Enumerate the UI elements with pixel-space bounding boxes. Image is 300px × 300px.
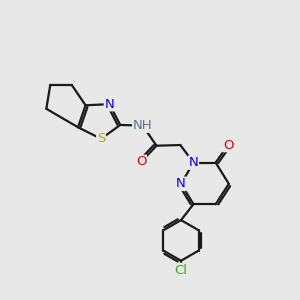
Text: N: N <box>104 98 114 111</box>
Text: Cl: Cl <box>175 263 188 277</box>
Text: S: S <box>97 132 105 145</box>
Text: O: O <box>223 139 233 152</box>
Text: N: N <box>176 177 186 190</box>
Text: N: N <box>189 156 198 169</box>
Text: O: O <box>136 155 146 168</box>
Text: NH: NH <box>133 119 152 132</box>
